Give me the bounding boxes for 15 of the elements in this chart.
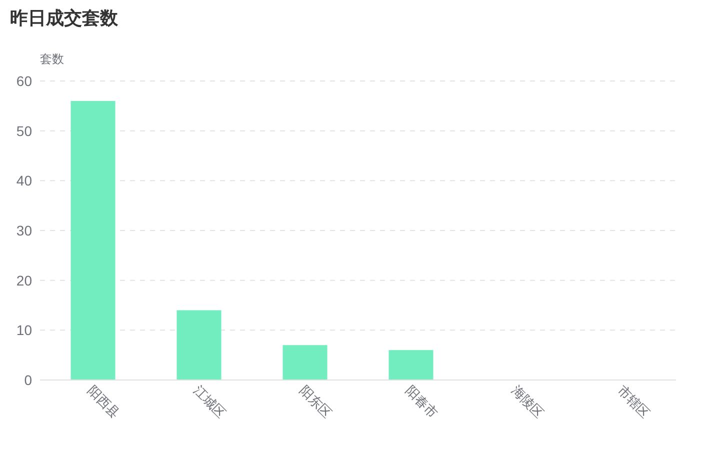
x-tick-label: 海陵区 (508, 382, 547, 421)
y-tick-label: 10 (16, 322, 32, 338)
y-tick-label: 20 (16, 272, 32, 288)
x-tick-label: 市辖区 (614, 382, 653, 421)
y-tick-label: 60 (16, 73, 32, 89)
y-tick-label: 30 (16, 222, 32, 238)
y-tick-label: 50 (16, 122, 32, 139)
x-tick-label: 江城区 (190, 382, 229, 421)
x-tick-label: 阳西县 (84, 382, 123, 421)
x-tick-label: 阳春市 (402, 382, 441, 421)
x-tick-label: 阳东区 (296, 382, 335, 421)
title: 昨日成交套数 (10, 8, 118, 28)
y-tick-label: 0 (24, 372, 32, 388)
ylabel: 套数 (40, 52, 64, 66)
y-tick-label: 40 (16, 172, 32, 189)
